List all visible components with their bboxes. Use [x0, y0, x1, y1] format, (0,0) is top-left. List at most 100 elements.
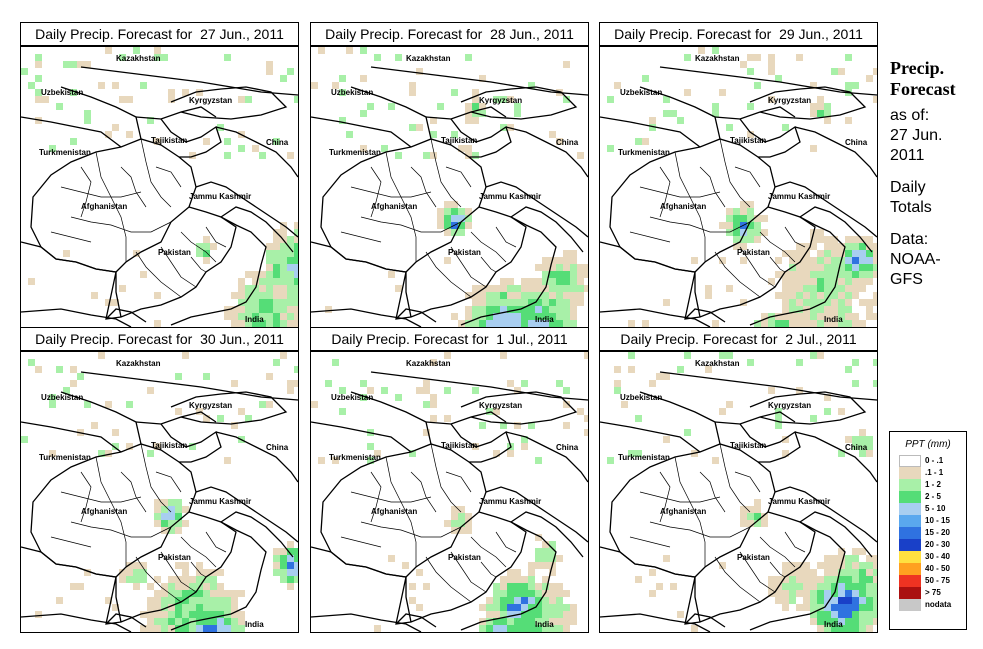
precip-cell [507, 450, 514, 457]
precip-cell [63, 250, 70, 257]
precip-cell [21, 436, 28, 443]
precip-cell [726, 229, 733, 236]
precip-cell [273, 271, 280, 278]
precip-cell [733, 208, 740, 215]
precip-cell [677, 366, 684, 373]
precip-cell [556, 299, 563, 306]
precip-cell [84, 61, 91, 68]
precip-cell [570, 299, 577, 306]
precip-cell [175, 604, 182, 611]
precip-cell [556, 555, 563, 562]
precip-cell [577, 264, 584, 271]
precip-cell [584, 429, 588, 436]
precip-cell [768, 576, 775, 583]
precip-cell [684, 54, 691, 61]
precip-cell [866, 576, 873, 583]
country-border [460, 86, 578, 120]
precip-cell [845, 285, 852, 292]
province-border [360, 216, 462, 233]
precip-cell [140, 569, 147, 576]
precip-cell [542, 618, 549, 625]
precip-cell [775, 271, 782, 278]
precip-cell [175, 611, 182, 618]
precip-cell [360, 380, 367, 387]
precip-cell [577, 152, 584, 159]
precip-cell [486, 320, 493, 327]
country-border [170, 521, 267, 631]
precip-cell [189, 590, 196, 597]
province-border [445, 166, 472, 188]
precip-cell [789, 313, 796, 320]
precip-cell [493, 313, 500, 320]
country-border [460, 521, 557, 631]
precip-cell [663, 373, 670, 380]
precip-cell [154, 320, 161, 327]
precip-cell [507, 306, 514, 313]
totals-line2: Totals [890, 199, 932, 216]
precip-cell [838, 285, 845, 292]
precip-cell [775, 597, 782, 604]
legend-item: 10 - 15 [890, 515, 966, 527]
country-label-turkmenistan: Turkmenistan [39, 453, 91, 462]
precip-cell [635, 138, 642, 145]
precip-cell [521, 292, 528, 299]
precip-cell [726, 285, 733, 292]
precip-cell [817, 271, 824, 278]
legend-item: 15 - 20 [890, 527, 966, 539]
province-border [80, 166, 92, 218]
precip-cell [563, 292, 570, 299]
precip-cell [238, 299, 245, 306]
legend-item: 5 - 10 [890, 503, 966, 515]
precip-cell [866, 625, 873, 632]
precip-cell [577, 271, 584, 278]
precip-cell [740, 506, 747, 513]
precip-cell [154, 443, 161, 450]
precip-cell [238, 292, 245, 299]
precip-cell [119, 285, 126, 292]
country-border [749, 216, 846, 326]
precip-cell [84, 117, 91, 124]
country-border [600, 308, 711, 327]
precip-cell [782, 285, 789, 292]
precip-cell [549, 611, 556, 618]
precip-cell [514, 569, 521, 576]
precip-cell [845, 590, 852, 597]
precip-cell [775, 415, 782, 422]
precip-cell [542, 597, 549, 604]
precip-cell [444, 415, 451, 422]
precip-cell [465, 54, 472, 61]
precip-cell [824, 306, 831, 313]
precip-cell [803, 604, 810, 611]
country-border [215, 431, 298, 483]
data-source-line2: GFS [890, 271, 923, 288]
precip-cell [796, 590, 803, 597]
precip-cell [500, 576, 507, 583]
precip-cell [217, 590, 224, 597]
precip-cell [642, 320, 649, 327]
country-border [105, 613, 147, 628]
precip-cell [416, 124, 423, 131]
precip-cell [500, 285, 507, 292]
precip-cell [584, 285, 588, 292]
legend-swatch [899, 551, 921, 563]
precip-cell [259, 292, 266, 299]
precip-cell [444, 215, 451, 222]
province-border [480, 256, 497, 273]
precip-cell [451, 520, 458, 527]
precip-cell [740, 520, 747, 527]
precip-cell [280, 250, 287, 257]
precip-cell [775, 422, 782, 429]
precip-cell [570, 285, 577, 292]
precip-cell [549, 278, 556, 285]
precip-cell [266, 401, 273, 408]
precip-cell [175, 513, 182, 520]
precip-cell [528, 82, 535, 89]
panel-title: Daily Precip. Forecast for 1 Jul., 2011 [310, 327, 589, 351]
precip-cell [528, 576, 535, 583]
precip-cell [360, 47, 367, 54]
province-border [659, 471, 671, 523]
precip-cell [740, 236, 747, 243]
precip-cell [570, 611, 577, 618]
province-border [450, 551, 487, 593]
province-border [649, 521, 751, 538]
